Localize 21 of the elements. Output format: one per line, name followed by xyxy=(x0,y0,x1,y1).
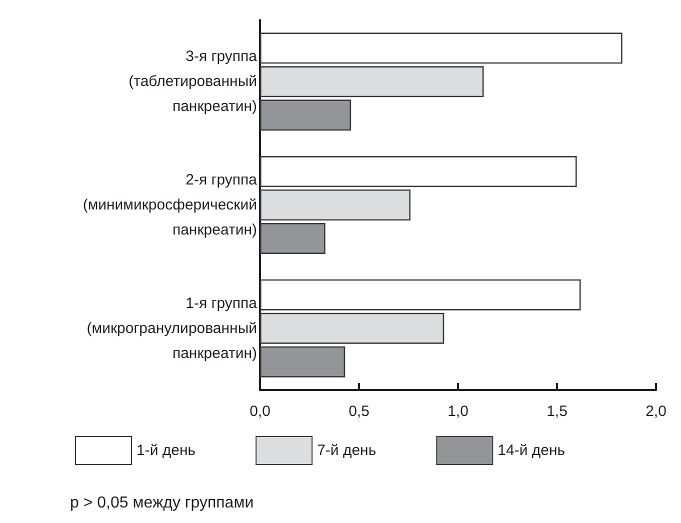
y-tick-label: 1-я группа (микрогранулированный панкреатин) xyxy=(86,294,258,362)
bar xyxy=(260,312,444,344)
bar xyxy=(260,32,622,64)
x-tick-label: 0,5 xyxy=(348,403,370,420)
legend-label: 1-й день xyxy=(136,442,196,459)
x-tick-label: 1,0 xyxy=(448,403,468,420)
bar xyxy=(260,190,410,220)
bar xyxy=(260,156,577,188)
x-tick-label: 1,5 xyxy=(546,403,568,420)
bar xyxy=(260,346,346,378)
bar xyxy=(260,100,352,131)
legend-label: 7-й день xyxy=(317,442,376,459)
y-tick-label: 3-я группа (таблетированный панкреатин) xyxy=(128,48,258,116)
bar xyxy=(260,66,484,98)
y-tick-label: 2-я группа (минимикросферический панкреатин) xyxy=(82,172,258,238)
legend-label: 14-й день xyxy=(498,442,566,459)
bar xyxy=(260,222,326,254)
x-tick-label: 2,0 xyxy=(646,403,666,420)
text: p > 0,05 между группами xyxy=(70,494,254,512)
x-tick-label: 0,0 xyxy=(250,403,270,420)
bar xyxy=(260,279,581,310)
